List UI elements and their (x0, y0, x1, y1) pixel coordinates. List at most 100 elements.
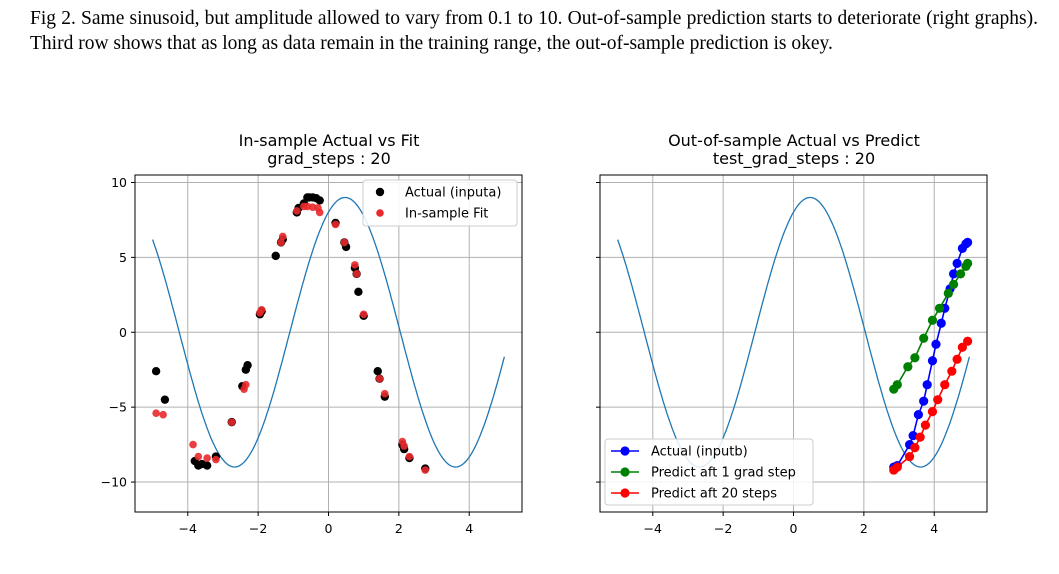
left-plot-data (151, 193, 506, 474)
data-point (354, 287, 363, 297)
data-point (340, 238, 349, 247)
data-point (293, 207, 301, 215)
x-tick-label: −2 (714, 521, 732, 536)
x-tick-label: −4 (179, 521, 197, 536)
data-point (905, 451, 915, 462)
x-tick-label: 2 (860, 521, 868, 536)
legend-box (604, 438, 814, 506)
right-plot-title: Out-of-sample Actual vs Predict (668, 131, 920, 150)
data-point (934, 303, 945, 313)
data-point (373, 367, 382, 376)
legend-marker (620, 488, 630, 498)
figure-caption: Fig 2. Same sinusoid, but amplitude allo… (30, 8, 1038, 54)
data-point (963, 336, 973, 346)
legend-box (362, 179, 518, 227)
data-point (952, 258, 962, 268)
data-point (315, 208, 324, 217)
data-point (919, 396, 929, 406)
legend-label: Actual (inputa) (405, 186, 501, 201)
legend-label: Actual (inputb) (651, 445, 748, 460)
y-tick-label: −10 (101, 475, 127, 490)
left-plot-legend: Actual (inputa) In-sample Fit (362, 179, 518, 227)
data-point (892, 462, 902, 472)
data-point (910, 353, 920, 363)
data-point (202, 461, 212, 470)
legend-marker (620, 467, 630, 477)
data-point (315, 196, 324, 205)
right-plot-data (616, 196, 973, 475)
data-point (931, 339, 941, 349)
data-point (278, 232, 287, 241)
x-tick-label: 4 (930, 521, 938, 536)
data-point (933, 395, 943, 405)
right-plot-legend: Actual (inputb) Predict aft 1 grad step Pr… (604, 438, 814, 506)
data-point (194, 452, 203, 461)
data-point (331, 220, 340, 229)
sinusoid-curve (151, 196, 506, 468)
data-point (151, 367, 161, 376)
x-tick-label: 0 (790, 521, 798, 536)
data-point (947, 366, 957, 376)
data-point (400, 442, 408, 450)
right-plot-ticks: −4 −2 0 2 4 (596, 181, 938, 536)
left-plot-grid (135, 175, 522, 512)
legend-marker (620, 446, 630, 456)
data-point (257, 306, 266, 314)
y-tick-label: 10 (111, 175, 127, 190)
data-point (948, 279, 959, 289)
data-point (152, 409, 160, 417)
data-point (227, 418, 236, 426)
data-point (915, 432, 925, 442)
data-point (943, 288, 953, 298)
left-plot-subtitle: grad_steps : 20 (267, 149, 391, 169)
data-point (952, 354, 962, 364)
x-tick-label: 4 (465, 521, 473, 536)
data-point (271, 251, 280, 261)
legend-label: Predict aft 1 grad step (651, 466, 796, 481)
data-point (919, 333, 929, 343)
left-plot: In-sample Actual vs Fit grad_steps : 20 … (101, 131, 523, 536)
legend-marker (375, 187, 385, 197)
data-point (159, 410, 167, 419)
data-point (359, 310, 368, 319)
data-point (405, 452, 414, 461)
y-tick-label: 0 (119, 325, 127, 340)
data-point (936, 318, 946, 328)
data-point (927, 356, 938, 366)
right-plot-subtitle: test_grad_steps : 20 (713, 149, 875, 169)
data-point (277, 238, 285, 247)
x-tick-label: 2 (395, 521, 403, 536)
data-point (243, 361, 252, 370)
left-plot-title: In-sample Actual vs Fit (239, 131, 420, 150)
data-point (212, 455, 220, 464)
data-point (956, 269, 966, 279)
data-point (922, 380, 932, 390)
data-point (242, 380, 250, 389)
data-point (903, 362, 913, 372)
data-point (421, 466, 430, 474)
legend-marker (376, 209, 384, 217)
data-point (963, 237, 973, 247)
legend-label: Predict aft 20 steps (651, 487, 777, 502)
data-point (927, 315, 938, 325)
data-point (189, 440, 197, 449)
y-tick-label: −5 (109, 400, 127, 415)
x-tick-label: −4 (644, 521, 662, 536)
right-plot: Out-of-sample Actual vs Predict test_gra… (596, 131, 988, 536)
data-point (908, 431, 918, 441)
legend-label: In-sample Fit (405, 207, 488, 222)
data-point (160, 395, 170, 404)
data-point (920, 420, 931, 430)
data-point (352, 270, 361, 278)
x-tick-label: 0 (325, 521, 333, 536)
data-point (375, 374, 384, 383)
data-point (963, 258, 973, 268)
data-point (892, 380, 902, 390)
data-point (351, 261, 359, 269)
data-point (380, 389, 389, 398)
y-tick-label: 5 (119, 250, 127, 265)
data-point (910, 442, 920, 453)
data-point (957, 342, 967, 352)
left-plot-ticks: −4 −2 0 2 4 10 5 0 −5 −10 (101, 175, 474, 536)
